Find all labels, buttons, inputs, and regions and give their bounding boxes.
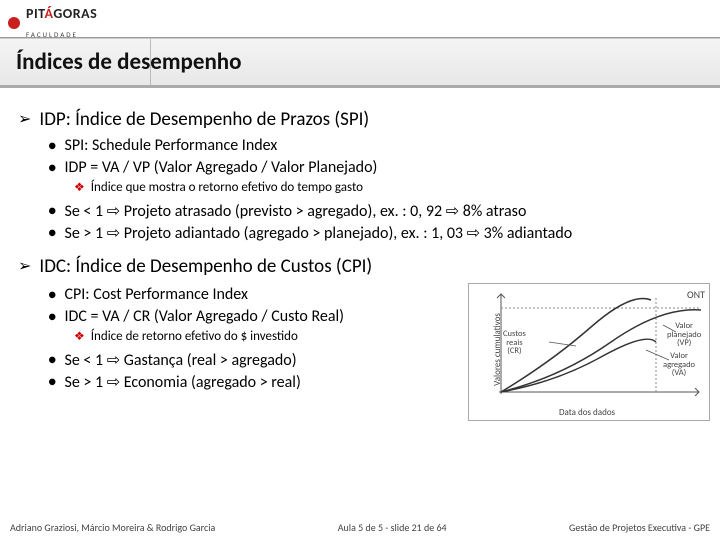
diamond-icon: ❖ xyxy=(74,180,85,197)
idc-note: Índice de retorno efetivo do $ investido xyxy=(91,329,298,344)
bullet-icon: ● xyxy=(48,158,56,178)
idp-l2: IDP = VA / VP (Valor Agregado / Valor Pl… xyxy=(64,158,377,177)
chart-xlabel: Data dos dados xyxy=(559,407,615,418)
page-title: Índices de desempenho xyxy=(16,48,242,76)
diamond-icon: ❖ xyxy=(74,329,85,346)
idp-section: ➢ IDP: Índice de Desempenho de Prazos (SP… xyxy=(18,108,702,243)
idp-head: IDP: Índice de Desempenho de Prazos (SPI… xyxy=(39,108,369,131)
bullet-icon: ● xyxy=(48,372,56,392)
idc-head: IDC: Índice de Desempenho de Custos (CPI… xyxy=(39,255,372,278)
idc-section: ➢ IDC: Índice de Desempenho de Custos (CP… xyxy=(18,255,702,421)
chart-va-label: Valor agregado (VA) xyxy=(663,352,695,378)
footer-center: Aula 5 de 5 - slide 21 de 64 xyxy=(338,521,447,534)
logo-brand-rest: GORAS xyxy=(53,5,97,22)
title-bar: Índices de desempenho xyxy=(0,38,720,88)
arrow-icon: ➢ xyxy=(18,255,31,279)
bullet-icon: ● xyxy=(48,307,56,327)
idc-l1: CPI: Cost Performance Index xyxy=(64,285,247,304)
chart-cr-label: Custos reais (CR) xyxy=(503,330,526,356)
idc-l3: Se < 1 ⇨ Gastança (real > agregado) xyxy=(64,350,296,370)
idc-l2: IDC = VA / CR (Valor Agregado / Custo Re… xyxy=(64,307,344,326)
footer: Adriano Graziosi, Márcio Moreira & Rodri… xyxy=(0,521,720,534)
idp-l1: SPI: Schedule Performance Index xyxy=(64,136,277,155)
header: PITÁGORAS FACULDADE xyxy=(0,0,720,38)
idp-l4: Se > 1 ⇨ Projeto adiantado (agregado > p… xyxy=(64,223,572,243)
bullet-icon: ● xyxy=(48,136,56,156)
idp-l3: Se < 1 ⇨ Projeto atrasado (previsto > ag… xyxy=(64,201,526,221)
idc-l4: Se > 1 ⇨ Economia (agregado > real) xyxy=(64,372,300,392)
logo-dot-icon xyxy=(8,17,20,29)
bullet-icon: ● xyxy=(48,350,56,370)
logo-brand-black: PIT xyxy=(26,5,45,22)
logo-brand-red: Á xyxy=(45,5,54,22)
chart: ONT Valores cumulativos Custos rea xyxy=(468,283,710,421)
bullet-icon: ● xyxy=(48,223,56,243)
footer-right: Gestão de Projetos Executiva - GPE xyxy=(569,521,710,534)
chart-vp-label: Valor planejado (VP) xyxy=(667,322,701,348)
bullet-icon: ● xyxy=(48,285,56,305)
logo: PITÁGORAS FACULDADE xyxy=(8,4,712,42)
content: ➢ IDP: Índice de Desempenho de Prazos (SP… xyxy=(0,88,720,421)
footer-left: Adriano Graziosi, Márcio Moreira & Rodri… xyxy=(10,521,215,534)
idp-note: Índice que mostra o retorno efetivo do t… xyxy=(91,180,363,195)
arrow-icon: ➢ xyxy=(18,108,31,132)
bullet-icon: ● xyxy=(48,201,56,221)
